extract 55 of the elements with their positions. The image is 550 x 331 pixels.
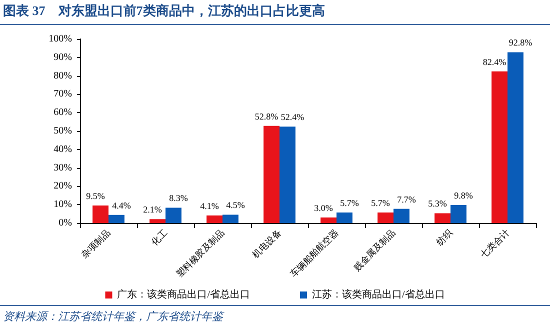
- bar: [320, 217, 336, 223]
- legend-label: 江苏：该类商品出口/省总出口: [312, 288, 445, 300]
- data-label: 92.8%: [508, 38, 533, 48]
- bar: [434, 213, 450, 223]
- y-tick-label: 70%: [54, 88, 72, 100]
- y-tick-label: 80%: [54, 70, 72, 82]
- bar: [492, 71, 508, 223]
- data-label: 4.1%: [200, 200, 220, 211]
- x-tick-label: 机电设备: [250, 227, 284, 260]
- bar: [206, 215, 222, 223]
- x-tick-label: 纺织: [434, 227, 454, 248]
- data-label: 8.3%: [169, 193, 188, 204]
- bar: [108, 214, 124, 223]
- y-tick-label: 90%: [54, 52, 72, 63]
- data-label: 82.4%: [482, 56, 507, 67]
- data-label: 3.0%: [314, 202, 334, 213]
- y-tick-label: 0%: [58, 218, 72, 228]
- bar: [394, 208, 410, 223]
- bar: [92, 206, 108, 223]
- x-tick-label: 塑料橡胶及制品: [174, 227, 226, 280]
- bar: [280, 126, 296, 223]
- bar: [150, 219, 166, 223]
- data-label: 9.5%: [86, 191, 106, 202]
- y-tick-label: 40%: [54, 144, 72, 155]
- y-tick-label: 100%: [48, 34, 72, 44]
- bar: [450, 204, 466, 223]
- data-label: 52.4%: [280, 112, 305, 122]
- x-tick-label: 杂项制品: [80, 227, 112, 260]
- x-tick-label: 七类合计: [478, 227, 512, 260]
- data-label: 7.7%: [397, 194, 416, 204]
- y-tick-label: 60%: [54, 107, 72, 118]
- data-label: 5.7%: [371, 198, 390, 208]
- y-tick-label: 30%: [54, 162, 72, 174]
- data-label: 4.4%: [112, 200, 132, 210]
- y-tick-label: 20%: [54, 180, 72, 192]
- bar: [336, 212, 352, 223]
- text: 资料来源：江苏省统计年鉴，广东省统计年鉴: [3, 310, 226, 324]
- bar: [166, 208, 182, 223]
- y-tick-label: 10%: [54, 199, 72, 210]
- y-tick-label: 50%: [54, 126, 72, 136]
- bar: [378, 212, 394, 223]
- data-label: 2.1%: [143, 204, 162, 215]
- data-label: 5.7%: [340, 198, 360, 208]
- data-label: 5.3%: [428, 198, 448, 209]
- x-tick-label: 化工: [149, 227, 170, 248]
- data-label: 9.8%: [454, 190, 474, 200]
- x-tick-label: 车辆船舶航空器: [288, 227, 340, 280]
- bar: [508, 52, 524, 223]
- x-tick-label: 贱金属及制品: [352, 227, 398, 273]
- legend-label: 广东：该类商品出口/省总出口: [117, 288, 250, 300]
- chart-title: 图表 37 对东盟出口前7类商品中，江苏的出口占比更高: [0, 0, 550, 25]
- bar: [264, 126, 280, 223]
- data-label: 52.8%: [254, 111, 279, 122]
- data-label: 4.5%: [226, 200, 246, 210]
- bar: [222, 214, 238, 223]
